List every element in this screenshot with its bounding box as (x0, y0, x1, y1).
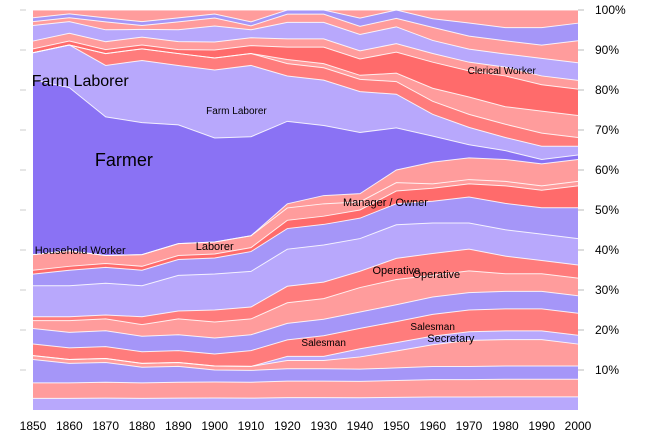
annotation-manager-owner: Manager / Owner (343, 197, 428, 209)
divider-misc-middle-c (32, 196, 578, 275)
area-misc-lower-d (33, 330, 578, 367)
area-misc-top-c (33, 14, 578, 63)
divider-misc-lower-b (33, 378, 578, 384)
x-tick-label: 1880 (129, 419, 156, 433)
area-misc-middle-a (33, 291, 578, 354)
area-misc-middle-c (33, 196, 578, 286)
annotation-secretary: Secretary (427, 333, 475, 345)
area-misc-lower-a (33, 396, 578, 410)
area-misc-lower-c (33, 359, 578, 383)
divider-misc-upper-b (32, 44, 579, 116)
divider-misc-upper-a (32, 157, 579, 257)
divider-lines (32, 9, 579, 399)
area-operative (33, 249, 578, 325)
divider-farm-laborer (32, 44, 578, 147)
divider-misc-middle-b (33, 270, 579, 326)
area-laborer (33, 223, 578, 317)
annotation-labels: Farm Laborer Farm Laborer Farmer Clerical W… (32, 66, 537, 349)
area-misc-lower-b (33, 379, 578, 399)
y-tick-label: 70% (595, 123, 619, 137)
y-tick-label: 40% (595, 243, 619, 257)
divider-misc-top-b (32, 21, 579, 64)
x-tick-label: 1920 (274, 419, 301, 433)
divider-misc-lower-a (33, 396, 578, 399)
x-tick-label: 1890 (165, 419, 192, 433)
x-tick-label: 1910 (238, 419, 265, 433)
y-tick-label: 80% (595, 83, 619, 97)
annotation-farm-laborer: Farm Laborer (32, 73, 130, 90)
annotation-farmer: Farmer (95, 150, 153, 170)
annotation-operative: Operative (372, 265, 420, 277)
area-layers (33, 10, 578, 410)
area-household-worker (33, 179, 578, 271)
divider-misc-lower-d (32, 330, 579, 367)
x-tick-label: 1940 (347, 419, 374, 433)
x-tick-label: 1900 (201, 419, 228, 433)
area-misc-upper-a (33, 157, 578, 256)
annotation-clerical-worker: Clerical Worker (468, 66, 537, 77)
area-misc-top-e (33, 10, 578, 28)
annotation-laborer: Laborer (196, 241, 234, 253)
y-tick-label: 20% (595, 323, 619, 337)
divider-manager-owner (32, 183, 579, 271)
area-farmer (33, 79, 578, 256)
area-misc-top-d (33, 10, 578, 46)
x-tick-label: 1950 (383, 419, 410, 433)
x-tick-label: 2000 (565, 419, 592, 433)
y-tick-label: 30% (595, 283, 619, 297)
divider-misc-middle-a (32, 290, 579, 339)
x-tick-label: 1990 (528, 419, 555, 433)
x-tick-label: 1930 (310, 419, 337, 433)
annotation-salesman: Salesman (410, 322, 454, 333)
annotation-operative: Operative (412, 269, 460, 281)
divider-operative (33, 248, 579, 318)
annotation-farm-laborer: Farm Laborer (206, 106, 267, 117)
divider-misc-top-a (32, 32, 579, 81)
y-tick-label: 50% (595, 203, 619, 217)
area-clerical-worker (33, 41, 578, 116)
annotation-salesman: Salesman (301, 338, 345, 349)
x-tick-label: 1970 (456, 419, 483, 433)
area-salesman (33, 308, 578, 367)
area-farm-laborer (33, 44, 578, 160)
divider-laborer (33, 222, 579, 287)
x-tick-label: 1980 (492, 419, 519, 433)
x-tick-label: 1870 (92, 419, 119, 433)
axes: 1850 1860 1870 1880 1890 1900 1910 1920 1930 1940… (20, 3, 626, 433)
area-misc-middle-b (33, 270, 578, 338)
x-tick-label: 1860 (56, 419, 83, 433)
x-tick-label: 1960 (419, 419, 446, 433)
y-tick-label: 100% (595, 3, 626, 17)
divider-misc-lower-c (32, 359, 578, 371)
x-tick-label: 1850 (20, 419, 47, 433)
y-tick-label: 10% (595, 363, 619, 377)
annotation-household-worker: Household Worker (35, 245, 126, 257)
y-tick-label: 60% (595, 163, 619, 177)
y-tick-label: 90% (595, 43, 619, 57)
area-misc-top-a (33, 33, 578, 90)
divider-farmer (32, 79, 579, 160)
divider-clerical-worker (32, 40, 579, 90)
divider-misc-top-c (32, 13, 579, 46)
divider-salesman (32, 308, 579, 355)
area-misc-top-b (33, 21, 578, 81)
